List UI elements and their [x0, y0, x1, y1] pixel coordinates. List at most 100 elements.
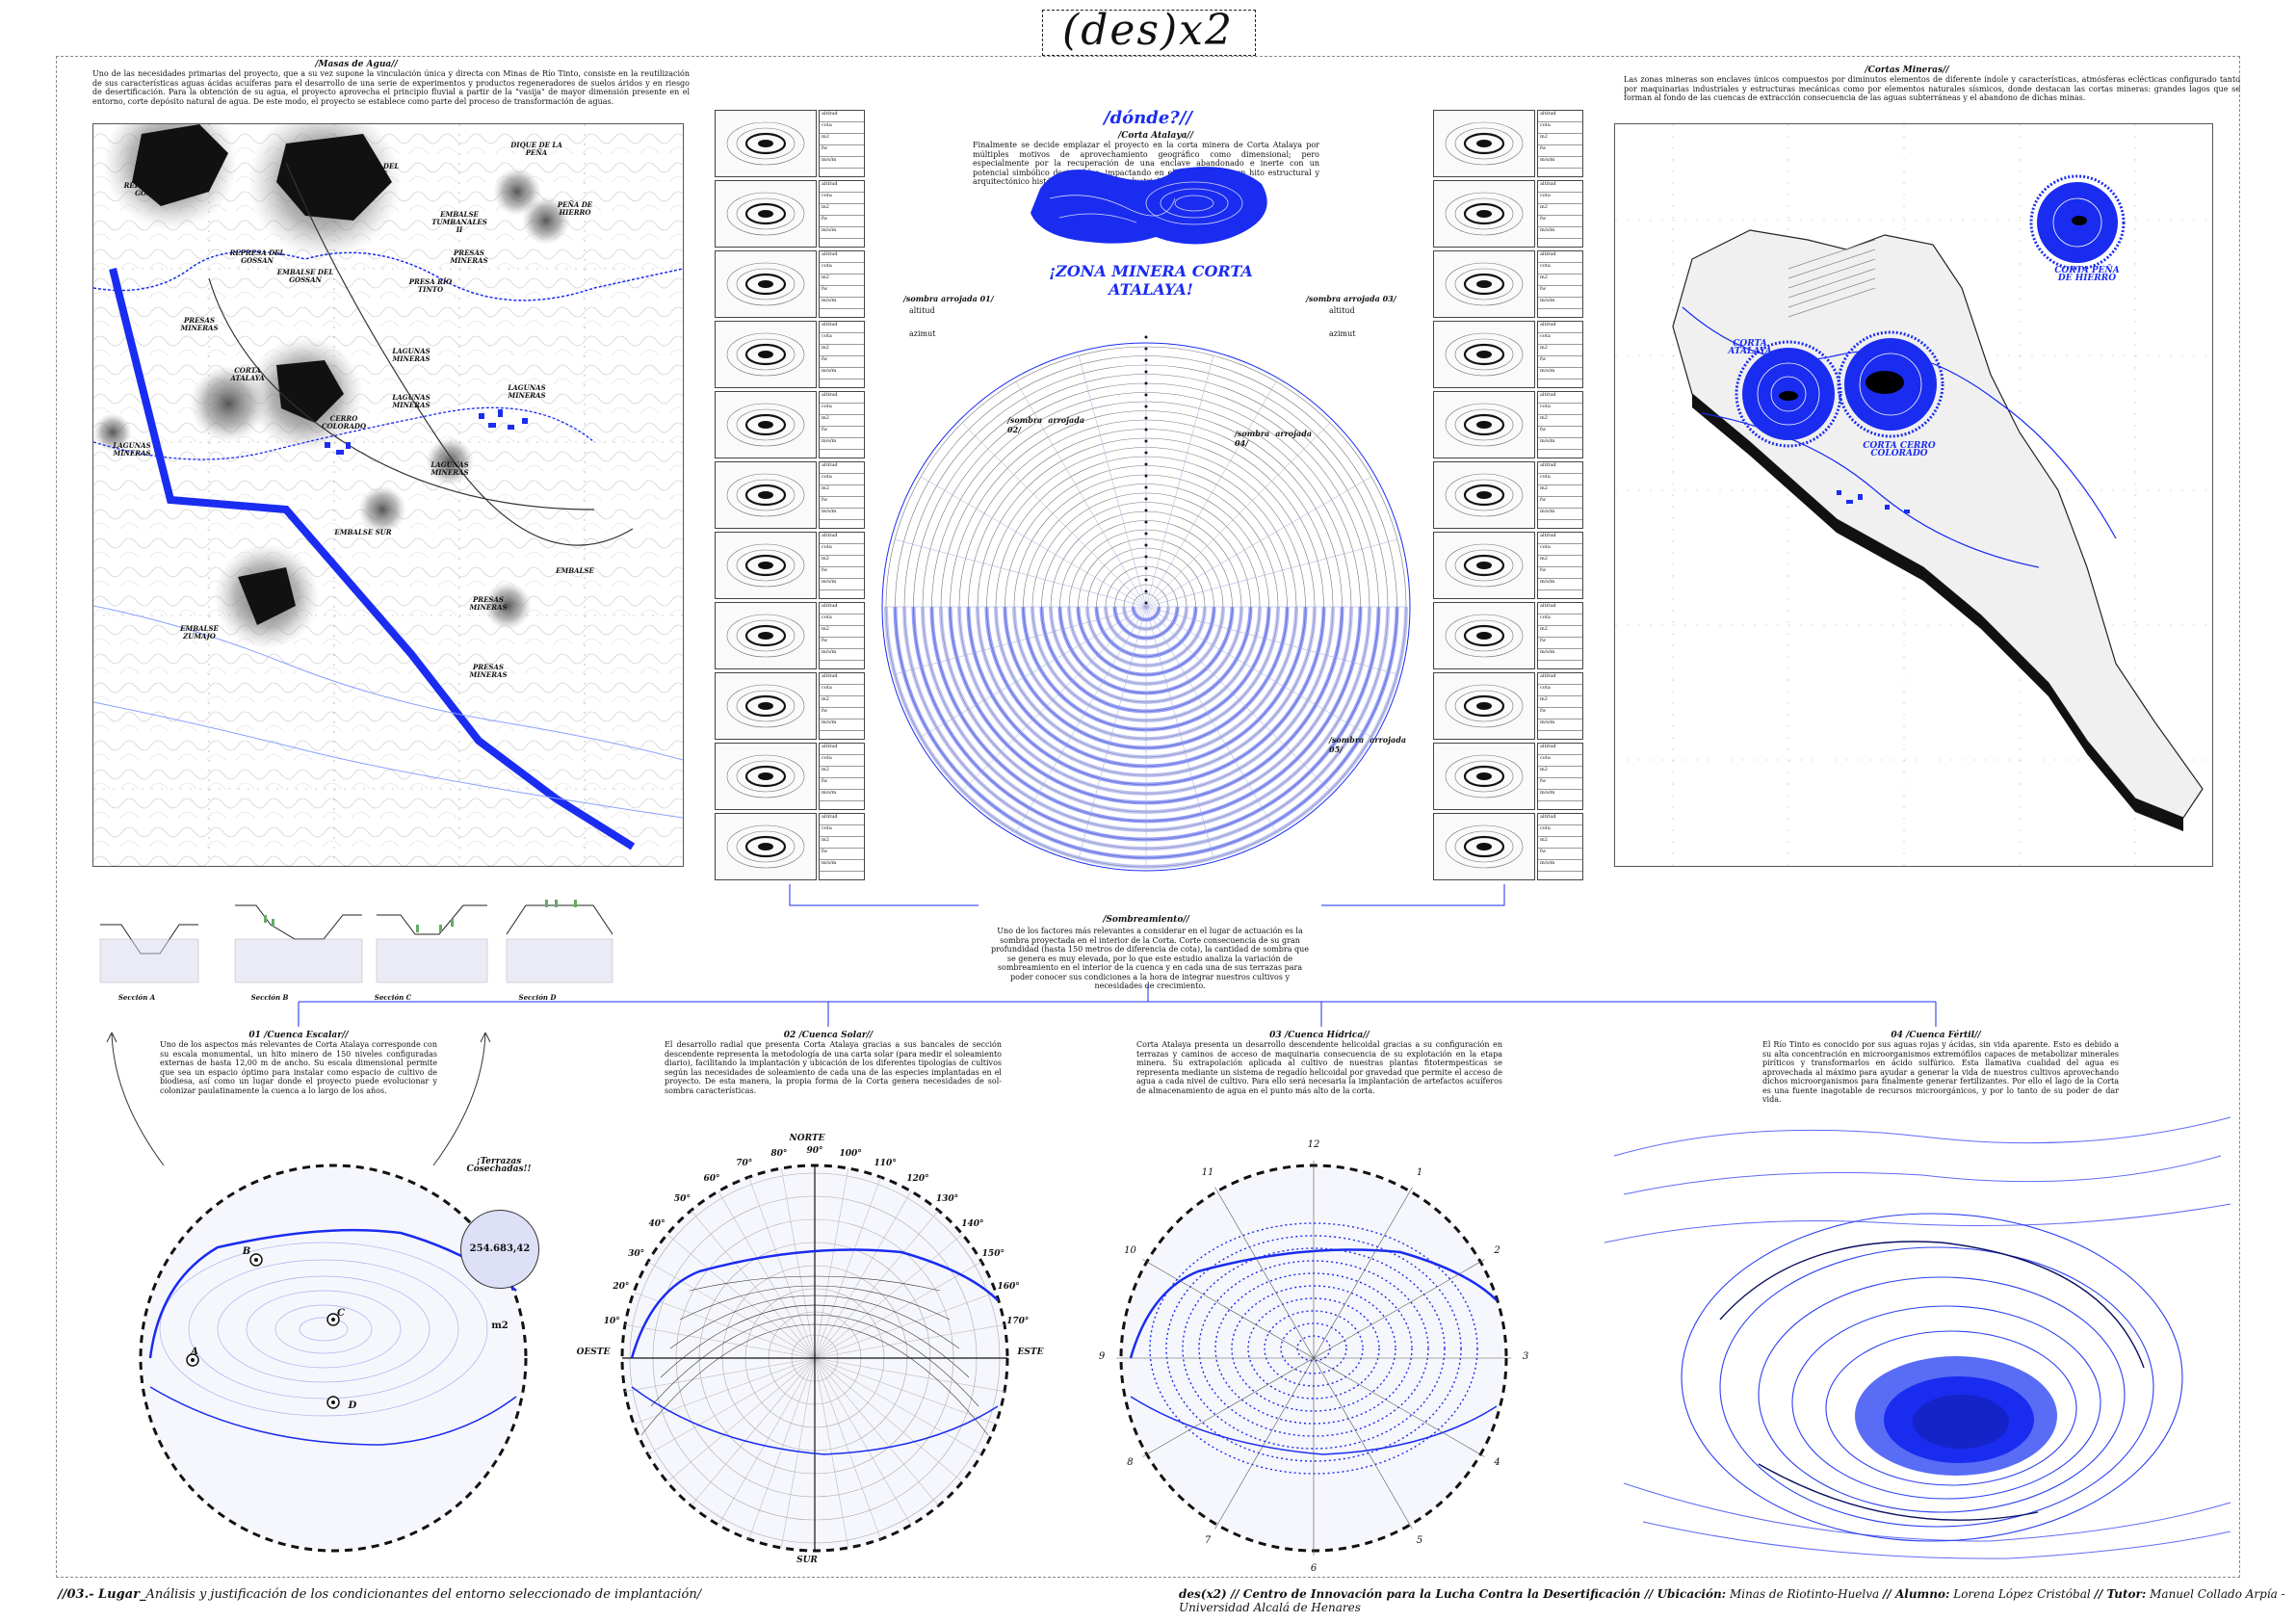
terrace-table: altitud cota m2 fw m/s/m	[1537, 672, 1583, 740]
terrace-thumbnail	[715, 321, 817, 388]
clock-label: 6	[1310, 1563, 1318, 1574]
footer-student-label: // Alumno:	[1883, 1587, 1950, 1601]
terrace-table-row: fw	[1538, 427, 1582, 438]
terrace-table-row: m2	[820, 837, 864, 849]
terrace-thumbnail	[715, 672, 817, 740]
terrace-table-row: m2	[820, 696, 864, 708]
footer-student: Lorena López Cristóbal	[1949, 1587, 2095, 1601]
sombra-right-item1: altitud	[1329, 306, 1355, 315]
terrace-thumbnail	[715, 250, 817, 318]
sombreamiento-text: Uno de los factores más relevantes a con…	[990, 927, 1310, 990]
terrace-table-row: altitud	[820, 181, 864, 193]
terrace-thumbnail	[1433, 602, 1535, 669]
terrace-table-row: m/s/m	[1538, 790, 1582, 801]
footer-right: des(x2) // Centro de Innovación para la …	[1179, 1587, 2296, 1614]
terrace-table: altitud cota m2 fw m/s/m	[819, 461, 865, 529]
water-map: EMBALSE DEL GOSSAN DIQUE DE LA PEÑA REPR…	[92, 123, 684, 867]
terrace-table-row: m2	[1538, 696, 1582, 708]
terrace-table-row: m2	[1538, 415, 1582, 427]
map-label: CERRO COLORADO	[321, 414, 367, 431]
solar-angle-label: 100°	[839, 1149, 862, 1160]
terrace-table-row: m/s/m	[1538, 649, 1582, 661]
terrace-table-row: cota	[1538, 193, 1582, 204]
terrace-table-row: m/s/m	[820, 579, 864, 590]
terrace-table-row: m/s/m	[820, 649, 864, 661]
terrace-thumbnail	[1433, 743, 1535, 810]
map-label: PRESA RÍO TINTO	[408, 277, 453, 294]
corta-atalaya-title: /Corta Atalaya//	[1117, 131, 1194, 141]
terrace-table-row: fw	[1538, 567, 1582, 579]
footer-section: //03.- Lugar_	[58, 1587, 146, 1602]
terrace-table-row: cota	[1538, 333, 1582, 345]
donde-heading: /dónde?//	[1104, 108, 1192, 128]
terrace-table: altitud cota m2 fw m/s/m	[819, 672, 865, 740]
solar-angle-label: 60°	[703, 1173, 720, 1184]
terrace-table: altitud cota m2 fw m/s/m	[1537, 250, 1583, 318]
map-label: LAGUNAS MINERAS	[113, 441, 151, 458]
terrace-thumbnail	[1433, 813, 1535, 880]
corta-pena-hierro-label: CORTA PEÑA DE HIERRO	[2054, 266, 2120, 283]
terrace-table-row: cota	[820, 685, 864, 696]
sombra-bottom: /sombra arrojada 05/	[1329, 735, 1406, 754]
terrace-table: altitud cota m2 fw m/s/m	[1537, 180, 1583, 248]
masas-agua-text: Uno de las necesidades primarias del pro…	[92, 69, 690, 106]
terrace-thumbnail	[715, 602, 817, 669]
cuenca-solar-diagram	[620, 1164, 1009, 1553]
terrace-table-row: altitud	[820, 744, 864, 755]
sombra-right-label: /sombra arrojada 03/	[1306, 294, 1396, 303]
point-c: C	[337, 1308, 345, 1319]
terrace-table-row: cota	[1538, 615, 1582, 626]
solar-angle-label: 130°	[935, 1194, 959, 1205]
cuenca-1-text: Uno de los aspectos más relevantes de Co…	[160, 1040, 437, 1095]
cuenca-hidrica-diagram	[1116, 1161, 1511, 1556]
compass-north: NORTE	[789, 1134, 825, 1143]
terrace-table: altitud cota m2 fw m/s/m	[819, 532, 865, 599]
sheet-title: (des)x2	[1062, 6, 1234, 55]
terrace-thumbnail	[715, 813, 817, 880]
solar-angle-label: 40°	[648, 1219, 665, 1230]
solar-angle-label: 160°	[997, 1281, 1020, 1292]
sombra-left-item1: altitud	[909, 306, 935, 315]
terrace-table-row: altitud	[1538, 744, 1582, 755]
sombra-right-item2: azimut	[1329, 329, 1356, 338]
terrace-table-row: m/s/m	[1538, 860, 1582, 872]
solar-angle-label: 170°	[1006, 1316, 1030, 1326]
terrace-table-row: altitud	[820, 322, 864, 333]
map-label: PEÑA DE HIERRO	[557, 200, 593, 217]
sombra-inner-right: /sombra arrojada 04/	[1235, 429, 1312, 448]
terrace-thumbnail	[715, 461, 817, 529]
terrace-table-row: m2	[820, 556, 864, 567]
terrace-table-row: cota	[820, 333, 864, 345]
footer-tutor-label: // Tutor:	[2094, 1587, 2147, 1601]
terrace-table-row: fw	[1538, 638, 1582, 649]
terrace-table-row: altitud	[820, 251, 864, 263]
terrace-table-row: m/s/m	[1538, 719, 1582, 731]
terrace-table-row: cota	[820, 474, 864, 485]
terrace-table-row: fw	[820, 356, 864, 368]
cuenca-3-title: 03 /Cuenca Hídrica//	[1269, 1031, 1370, 1040]
zona-minera-headline: ¡ZONA MINERA CORTA ATALAYA!	[1049, 262, 1253, 299]
cuenca-escalar-diagram	[139, 1164, 528, 1553]
map-label: EMBALSE	[556, 566, 594, 575]
map-label: EMBALSE SUR	[334, 528, 392, 536]
solar-angle-label: 20°	[613, 1281, 630, 1292]
clock-label: 11	[1201, 1167, 1214, 1179]
footer-left: //03.- Lugar_Análisis y justificación de…	[58, 1587, 701, 1602]
cortas-mineras-text: Las zonas mineras son enclaves únicos co…	[1624, 75, 2240, 102]
terrace-table-row: m2	[820, 485, 864, 497]
terrace-table: altitud cota m2 fw m/s/m	[819, 110, 865, 177]
terrace-table-row: altitud	[1538, 603, 1582, 615]
cortas-mineras-title: /Cortas Mineras//	[1865, 65, 1949, 75]
cuenca-3-text: Corta Atalaya presenta un desarrollo des…	[1136, 1040, 1502, 1095]
terrace-table-row: m2	[1538, 345, 1582, 356]
terrace-table-row: m2	[820, 415, 864, 427]
terrace-table-row: m/s/m	[1538, 227, 1582, 239]
terrace-table: altitud cota m2 fw m/s/m	[1537, 461, 1583, 529]
map-label: LAGUNAS MINERAS	[392, 347, 430, 363]
point-b: B	[242, 1246, 251, 1257]
terrace-table-row: cota	[1538, 685, 1582, 696]
terrace-table-row: m2	[1538, 275, 1582, 286]
terrace-table-row: fw	[1538, 708, 1582, 719]
terrace-table-row: m2	[1538, 556, 1582, 567]
solar-angle-label: 110°	[874, 1158, 897, 1168]
